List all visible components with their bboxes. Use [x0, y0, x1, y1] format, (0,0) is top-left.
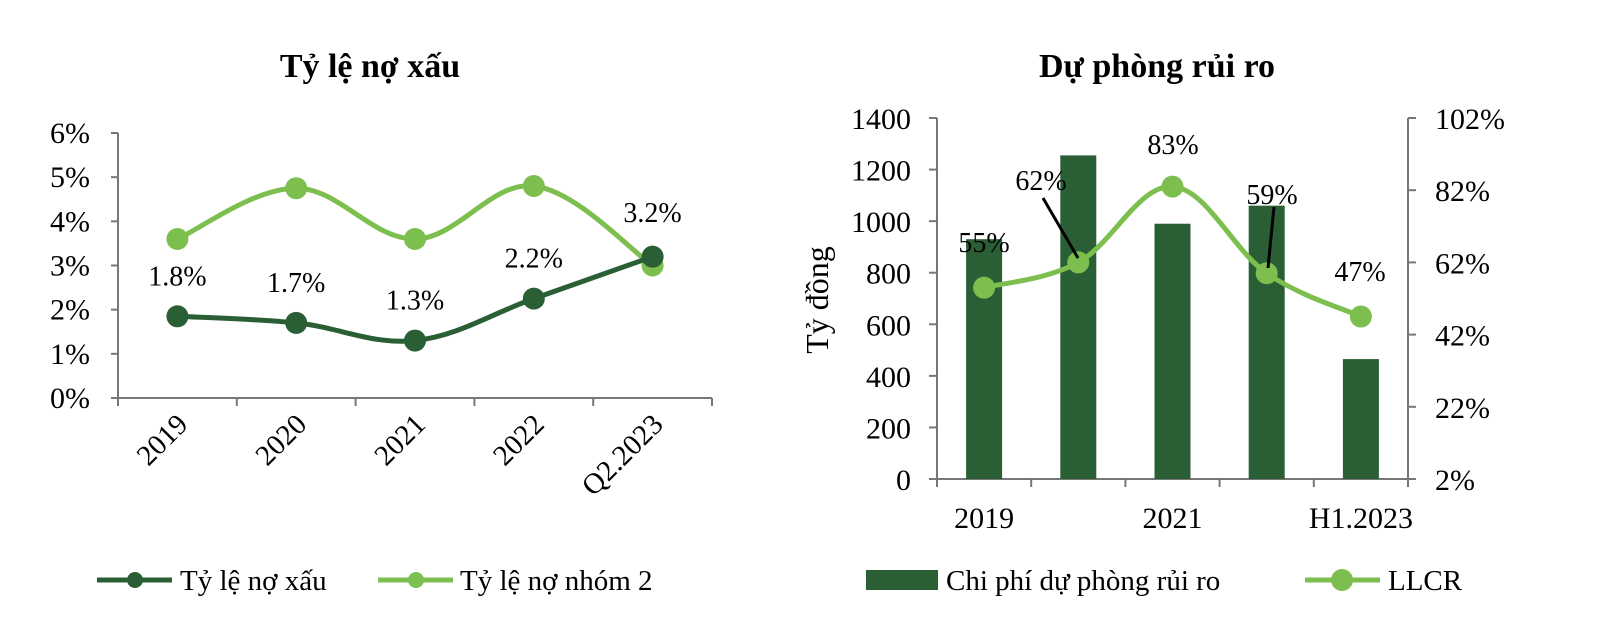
chart2-data-label: 62% [1015, 166, 1066, 197]
chart1-data-label: 1.3% [386, 286, 444, 317]
chart1-point [285, 311, 308, 334]
chart2-y-tick-label: 400 [866, 361, 911, 394]
chart1-point [522, 175, 545, 197]
chart1-y-tick-label: 6% [50, 117, 90, 150]
chart2-ylabel: Tỷ đồng [799, 246, 835, 354]
chart2-title: Dự phòng rủi ro [1039, 48, 1275, 85]
chart2-llcr-point [1255, 262, 1278, 285]
chart2-y-tick-label: 800 [866, 258, 911, 291]
chart2-llcr-point [1349, 305, 1372, 328]
chart2-y2-tick-label: 82% [1435, 175, 1490, 208]
chart1-y-tick-label: 1% [50, 338, 90, 371]
chart2-data-label: 59% [1246, 180, 1297, 211]
chart2-bar [1154, 223, 1191, 479]
chart1-point [404, 329, 426, 352]
chart2-bar [1248, 205, 1285, 479]
chart1-point [522, 287, 545, 310]
chart2-y-tick-label: 1400 [851, 103, 911, 136]
chart2-leader-line [1266, 206, 1276, 269]
chart1-x-tick-label: 2020 [250, 408, 314, 472]
chart2-leader-line [1041, 197, 1080, 259]
chart1-point [641, 245, 664, 268]
legend1-series1-label: Tỷ lệ nợ xấu [180, 565, 327, 597]
chart2-y2-tick-label: 62% [1435, 247, 1490, 280]
chart1-series-line [176, 183, 655, 268]
chart1-point [404, 228, 426, 250]
chart2-legend: Chi phí dự phòng rủi ro LLCR [866, 565, 1463, 597]
chart2-y-tick-label: 1000 [851, 206, 911, 239]
chart1-point [285, 177, 308, 200]
chart1-y-tick-label: 4% [50, 205, 90, 238]
chart1-point [166, 305, 189, 328]
chart2-bar [1342, 359, 1379, 479]
chart1-x-tick-label: Q2.2023 [576, 408, 670, 502]
chart2-y2-tick-label: 42% [1435, 320, 1490, 353]
chart2-llcr-point [973, 276, 996, 299]
chart2-data-label: 83% [1147, 130, 1198, 161]
chart2-y2-tick-label: 2% [1435, 464, 1475, 497]
chart1-x-tick-label: 2022 [487, 408, 551, 472]
chart1-y-tick-label: 3% [50, 250, 90, 283]
chart1-x-tick-label: 2019 [131, 408, 195, 472]
chart2-x-tick-label: 2019 [954, 502, 1014, 535]
chart2-y-tick-label: 0 [896, 464, 911, 497]
chart2-data-label: 47% [1334, 257, 1385, 288]
legend2-bar-label: Chi phí dự phòng rủi ro [946, 565, 1220, 597]
chart2-x-tick-label: H1.2023 [1309, 502, 1413, 535]
chart2-y2-tick-label: 102% [1435, 103, 1505, 136]
legend2-bar-swatch [866, 570, 938, 590]
chart2-x-tick-label: 2021 [1143, 502, 1203, 535]
chart1-legend: Tỷ lệ nợ xấu Tỷ lệ nợ nhóm 2 [97, 565, 653, 597]
chart1-data-label: 3.2% [623, 198, 681, 229]
chart1-data-label: 1.8% [148, 261, 206, 292]
chart1-title: Tỷ lệ nợ xấu [280, 48, 460, 85]
legend1-series2-label: Tỷ lệ nợ nhóm 2 [460, 565, 653, 597]
chart1-y-tick-label: 5% [50, 161, 90, 194]
chart2-bar [966, 239, 1003, 479]
chart1-data-label: 2.2% [505, 244, 563, 275]
chart1-point [166, 228, 189, 250]
chart1-x-tick-label: 2021 [368, 408, 432, 472]
chart2-y2-tick-label: 22% [1435, 392, 1490, 425]
legend2-line-marker [1331, 569, 1353, 591]
chart2-y-tick-label: 1200 [851, 155, 911, 188]
legend1-series2-marker [408, 572, 424, 588]
chart2-llcr-point [1161, 175, 1184, 198]
chart1-data-label: 1.7% [267, 268, 325, 299]
chart1-y-tick-label: 0% [50, 382, 90, 415]
chart2-llcr-point [1067, 251, 1090, 274]
chart2-bar [1060, 155, 1097, 479]
legend1-series1-marker [127, 572, 143, 588]
chart2-y-tick-label: 200 [866, 412, 911, 445]
chart1-y-tick-label: 2% [50, 294, 90, 327]
chart2-y-tick-label: 600 [866, 309, 911, 342]
chart2-data-label: 55% [958, 228, 1009, 259]
legend2-line-label: LLCR [1388, 565, 1463, 597]
